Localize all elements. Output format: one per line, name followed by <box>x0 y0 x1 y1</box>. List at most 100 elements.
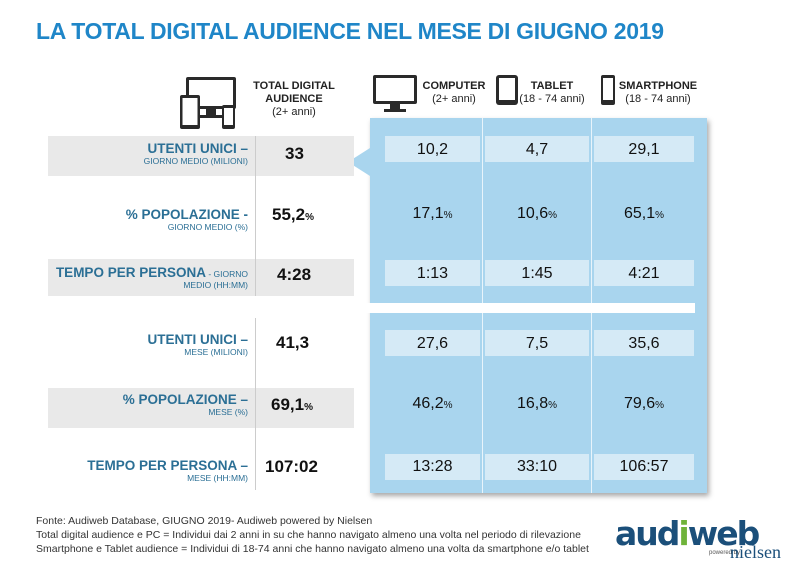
panel-separator-4 <box>591 313 592 493</box>
row-bg-1 <box>48 136 354 176</box>
total-value-6: 107:02 <box>265 457 318 477</box>
row-label-3-main: TEMPO PER PERSONA <box>55 265 206 280</box>
smartphone-value-6-num: 106:57 <box>619 458 669 475</box>
col-header-smartphone: SMARTPHONE (18 - 74 anni) <box>618 80 698 106</box>
tablet-value-5-num: 16,8 <box>516 395 549 412</box>
tablet-value-1: 4,7 <box>485 141 589 159</box>
cellbg-r1-c3 <box>594 136 694 162</box>
row-label-6-sub: MESE (HH:MM) <box>187 473 248 483</box>
computer-value-2-unit: % <box>443 210 453 221</box>
cellbg-r3-c3 <box>594 260 694 286</box>
col-header-total: TOTAL DIGITAL AUDIENCE (2+ anni) <box>244 80 344 119</box>
tablet-value-6: 33:10 <box>485 458 589 476</box>
row-label-4: UTENTI UNICI – MESE (MILIONI) <box>50 332 248 357</box>
cellbg-r6-c3 <box>594 454 694 480</box>
row-label-5-main: % POPOLAZIONE – <box>122 392 248 407</box>
computer-value-3-num: 1:13 <box>416 265 449 282</box>
panel-separator-3 <box>482 313 483 493</box>
cellbg-r4-c2 <box>485 330 589 356</box>
smartphone-value-1-num: 29,1 <box>628 141 660 158</box>
computer-value-4-num: 27,6 <box>416 335 449 352</box>
row-label-1-main: UTENTI UNICI – <box>147 141 248 156</box>
total-value-5-num: 69,1 <box>271 395 305 414</box>
total-value-3-num: 4:28 <box>277 265 312 284</box>
tablet-value-2-unit: % <box>548 210 558 221</box>
computer-value-4: 27,6 <box>385 335 480 353</box>
computer-value-6: 13:28 <box>385 458 480 476</box>
col-header-total-name: TOTAL DIGITAL AUDIENCE <box>253 80 335 105</box>
total-value-5-unit: % <box>304 402 313 413</box>
total-column-divider-top <box>255 136 256 296</box>
panel-gap <box>355 303 695 313</box>
smartphone-icon <box>601 75 615 105</box>
total-value-5: 69,1% <box>271 395 313 415</box>
cellbg-r6-c2 <box>485 454 589 480</box>
row-label-5: % POPOLAZIONE – MESE (%) <box>50 392 248 417</box>
smartphone-value-5-num: 79,6 <box>623 395 656 412</box>
row-label-3-main-inline: - GIORNO <box>205 269 248 279</box>
computer-icon <box>373 75 417 112</box>
row-label-6-main: TEMPO PER PERSONA – <box>87 458 248 473</box>
logo-wordmark: audiweb <box>615 514 760 553</box>
smartphone-value-1: 29,1 <box>594 141 694 159</box>
total-value-2-num: 55,2 <box>272 205 306 224</box>
col-header-total-sub: (2+ anni) <box>272 106 316 118</box>
smartphone-value-5-unit: % <box>655 400 665 411</box>
total-value-2-unit: % <box>305 212 314 223</box>
footer-note-2: Smartphone e Tablet audience = Individui… <box>36 543 589 555</box>
row-label-4-main: UTENTI UNICI – <box>147 332 248 347</box>
smartphone-value-2: 65,1% <box>594 205 694 223</box>
col-header-tablet-name: TABLET <box>530 80 574 92</box>
smartphone-value-3-num: 4:21 <box>628 265 660 282</box>
tablet-value-2: 10,6% <box>485 205 589 223</box>
cellbg-r3-c2 <box>485 260 589 286</box>
col-header-computer-sub: (2+ anni) <box>432 93 476 105</box>
row-label-2-main: % POPOLAZIONE - <box>125 207 248 222</box>
col-header-smartphone-name: SMARTPHONE <box>618 80 698 92</box>
tablet-value-1-num: 4,7 <box>525 141 549 158</box>
footer-note-1: Total digital audience e PC = Individui … <box>36 529 581 541</box>
panel-separator-2 <box>591 118 592 303</box>
total-value-1-num: 33 <box>285 144 304 163</box>
page-title: LA TOTAL DIGITAL AUDIENCE NEL MESE DI GI… <box>36 18 664 44</box>
total-value-4: 41,3 <box>276 333 309 353</box>
computer-value-5-num: 46,2 <box>412 395 444 412</box>
cellbg-r4-c3 <box>594 330 694 356</box>
tablet-value-5-unit: % <box>548 400 558 411</box>
cellbg-r3-c1 <box>385 260 480 286</box>
row-label-6: TEMPO PER PERSONA – MESE (HH:MM) <box>50 458 248 483</box>
col-header-tablet-sub: (18 - 74 anni) <box>519 93 585 105</box>
row-label-3-main-wrap: TEMPO PER PERSONA - GIORNO <box>50 265 248 280</box>
footer-source: Fonte: Audiweb Database, GIUGNO 2019- Au… <box>36 515 373 527</box>
tablet-icon <box>496 75 518 105</box>
smartphone-value-4-num: 35,6 <box>628 335 660 352</box>
cellbg-r6-c1 <box>385 454 480 480</box>
tablet-value-3: 1:45 <box>485 265 589 283</box>
cellbg-r1-c1 <box>385 136 480 162</box>
row-label-1-sub: GIORNO MEDIO (MILIONI) <box>143 156 248 166</box>
col-header-smartphone-sub: (18 - 74 anni) <box>625 93 691 105</box>
smartphone-value-5: 79,6% <box>594 395 694 413</box>
logo-part-a: aud <box>615 514 680 553</box>
panel-separator-1 <box>482 118 483 303</box>
computer-value-5: 46,2% <box>385 395 480 413</box>
row-label-3-sub: MEDIO (HH:MM) <box>183 280 248 290</box>
tablet-value-4: 7,5 <box>485 335 589 353</box>
logo-part-b: i <box>678 514 689 553</box>
total-value-1: 33 <box>285 144 304 164</box>
row-bg-5 <box>48 388 354 428</box>
smartphone-value-4: 35,6 <box>594 335 694 353</box>
col-header-computer-name: COMPUTER <box>422 80 486 92</box>
devices-icon <box>180 77 236 129</box>
computer-value-1-num: 10,2 <box>416 141 449 158</box>
tablet-value-5: 16,8% <box>485 395 589 413</box>
computer-value-2: 17,1% <box>385 205 480 223</box>
audiweb-logo: audiweb powered by nielsen <box>605 510 795 570</box>
row-label-2-sub: GIORNO MEDIO (%) <box>167 222 248 232</box>
row-bg-3 <box>48 259 354 296</box>
logo-partner: nielsen <box>730 542 781 562</box>
cellbg-r4-c1 <box>385 330 480 356</box>
tablet-value-6-num: 33:10 <box>516 458 558 475</box>
logo-part-c: web <box>687 514 760 553</box>
total-value-6-num: 107:02 <box>265 457 318 476</box>
